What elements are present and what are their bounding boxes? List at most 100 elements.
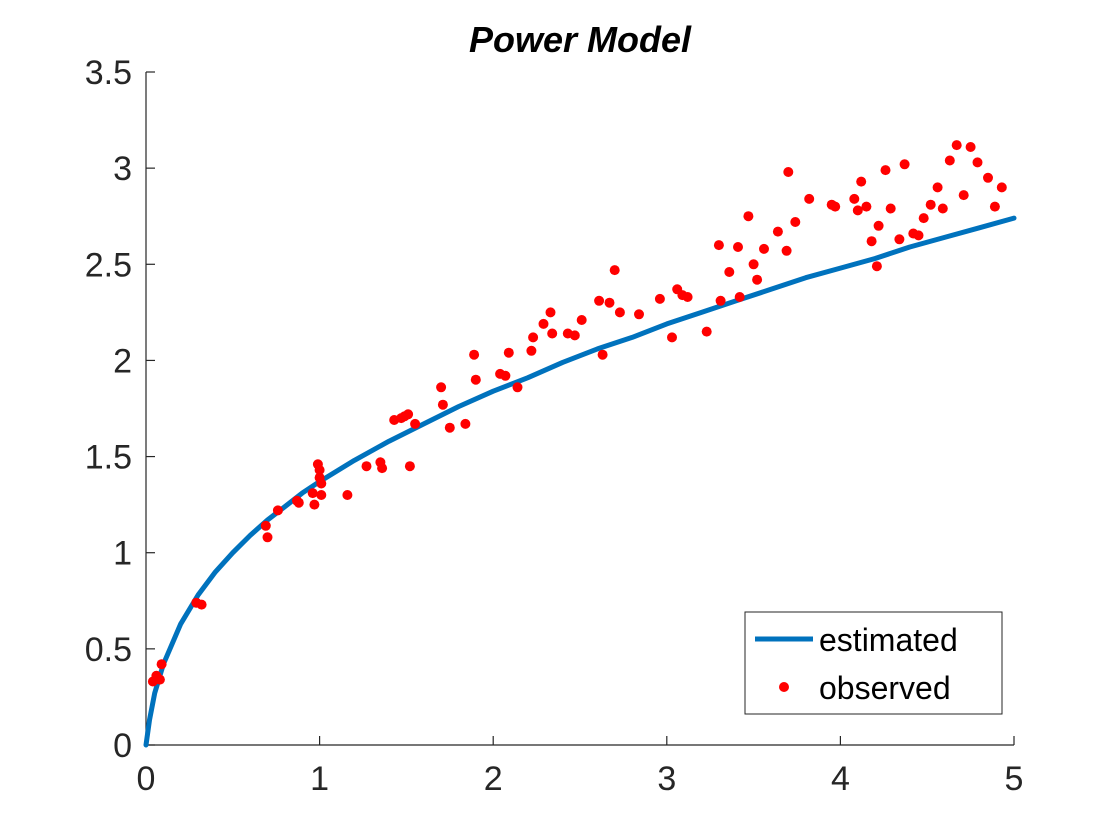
y-tick-label: 0.5	[85, 631, 132, 669]
legend-box	[744, 611, 1003, 715]
observed-point	[436, 382, 447, 393]
x-tick-label: 1	[310, 760, 329, 798]
observed-point	[342, 490, 353, 500]
observed-point	[701, 326, 712, 337]
observed-point	[894, 234, 905, 245]
observed-point	[713, 240, 724, 251]
observed-point	[196, 599, 207, 610]
observed-point	[410, 418, 421, 429]
observed-point	[528, 332, 539, 343]
observed-point	[576, 315, 587, 325]
observed-point	[597, 349, 608, 360]
observed-point	[361, 461, 372, 472]
observed-point	[958, 190, 969, 201]
observed-point	[314, 465, 325, 475]
observed-point	[538, 318, 549, 329]
observed-point	[609, 265, 620, 276]
x-tick-label: 5	[1005, 760, 1024, 798]
legend: estimated observed	[744, 611, 1003, 715]
observed-point	[503, 347, 514, 358]
observed-point	[759, 243, 769, 254]
estimated-line	[143, 215, 1017, 748]
observed-point	[682, 292, 693, 302]
legend-observed-swatch	[779, 682, 789, 692]
legend-observed-label: observed	[819, 670, 951, 706]
observed-point	[899, 159, 910, 170]
observed-point	[469, 349, 480, 360]
observed-point	[156, 659, 167, 670]
observed-point	[996, 182, 1007, 193]
observed-point	[861, 201, 872, 212]
observed-point	[260, 520, 271, 531]
observed-point	[983, 172, 993, 183]
observed-point	[293, 497, 304, 508]
observed-point	[526, 345, 537, 356]
observed-point	[309, 499, 320, 510]
y-tick-label: 1	[113, 535, 132, 573]
observed-point	[752, 274, 763, 285]
observed-point	[830, 201, 841, 212]
x-tick-label: 2	[484, 760, 503, 798]
observed-point	[500, 370, 511, 381]
observed-point	[885, 203, 896, 214]
y-tick-label: 2.5	[85, 246, 132, 284]
observed-point	[377, 463, 388, 474]
observed-point	[944, 155, 955, 166]
observed-point	[871, 261, 882, 272]
observed-point	[918, 213, 929, 224]
y-tick-label: 1.5	[85, 439, 132, 477]
observed-point	[772, 226, 783, 237]
observed-point	[951, 140, 962, 151]
observed-point	[437, 399, 448, 410]
observed-point	[733, 242, 743, 252]
observed-point	[594, 295, 605, 306]
observed-point	[547, 328, 558, 339]
observed-point	[748, 259, 759, 270]
legend-estimated-label: estimated	[819, 622, 958, 658]
observed-point	[444, 422, 455, 433]
observed-point	[634, 309, 644, 320]
observed-point	[272, 505, 283, 516]
observed-point	[852, 205, 863, 216]
observed-point	[937, 203, 948, 214]
observed-point	[512, 382, 523, 393]
y-tick-label: 3.5	[85, 54, 132, 92]
observed-point	[849, 193, 860, 204]
observed-point	[743, 211, 754, 222]
observed-point	[316, 490, 327, 500]
plot-area	[143, 140, 1017, 748]
observed-point	[403, 409, 414, 420]
observed-point	[804, 193, 815, 204]
chart-title: Power Model	[469, 19, 692, 60]
x-tick-label: 4	[831, 760, 850, 798]
observed-point	[614, 307, 625, 318]
observed-point	[783, 167, 794, 177]
observed-point	[724, 267, 735, 277]
axes: 0 1 2 3 4 5 0 0.5 1 1.5 2 2.5 3 3.5	[85, 54, 1024, 798]
observed-point	[307, 488, 318, 499]
observed-point	[404, 461, 415, 472]
observed-point	[925, 199, 936, 210]
observed-point	[873, 220, 884, 231]
observed-point	[880, 165, 891, 176]
observed-point	[460, 418, 471, 429]
y-tick-label: 2	[113, 342, 132, 380]
observed-point	[734, 292, 745, 302]
observed-point	[316, 478, 327, 489]
observed-point	[715, 295, 726, 306]
observed-point	[667, 332, 677, 343]
observed-point	[790, 217, 801, 227]
observed-point	[932, 182, 943, 193]
observed-point	[913, 230, 924, 241]
observed-point	[781, 245, 792, 256]
observed-point	[989, 201, 1000, 212]
observed-point	[965, 142, 976, 152]
observed-point	[972, 157, 983, 168]
observed-point	[856, 176, 867, 187]
observed-point	[569, 330, 580, 341]
observed-point	[604, 297, 615, 308]
observed-point	[470, 374, 481, 385]
observed-point	[866, 236, 877, 247]
observed-point	[262, 532, 273, 543]
